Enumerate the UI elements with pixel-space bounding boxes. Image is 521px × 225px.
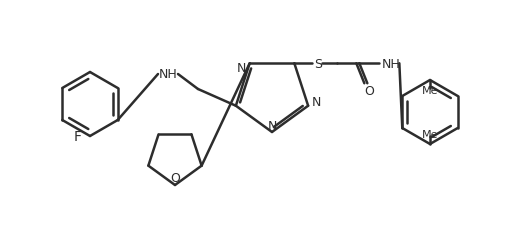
- Text: N: N: [237, 61, 246, 74]
- Text: Me: Me: [422, 86, 438, 96]
- Text: O: O: [170, 172, 180, 185]
- Text: S: S: [314, 58, 322, 70]
- Text: O: O: [364, 84, 374, 97]
- Text: F: F: [74, 129, 82, 143]
- Text: N: N: [267, 119, 277, 132]
- Text: NH: NH: [158, 68, 177, 81]
- Text: N: N: [312, 96, 321, 109]
- Text: Me: Me: [422, 129, 438, 139]
- Text: NH: NH: [382, 58, 401, 70]
